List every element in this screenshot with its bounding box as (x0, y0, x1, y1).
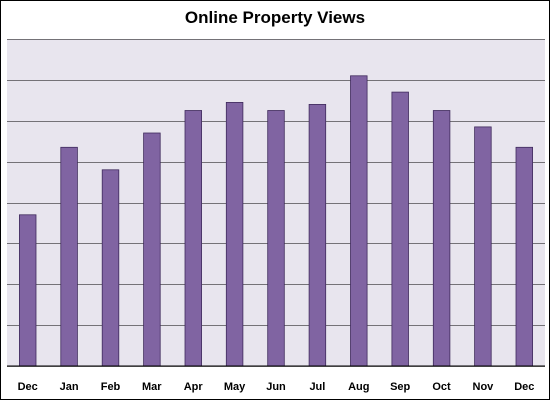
bar-mar-3 (143, 132, 161, 367)
x-tick-label: Dec (18, 381, 38, 393)
bar-dec-0 (18, 214, 37, 367)
bars (18, 75, 534, 367)
bar-feb-2 (101, 169, 120, 367)
x-tick-label: Oct (432, 381, 451, 393)
x-tick-label: Dec (514, 381, 534, 393)
x-tick-label: Aug (348, 381, 369, 393)
bar-jan-1 (60, 146, 78, 367)
bar-may-5 (225, 102, 244, 367)
bar-apr-4 (184, 110, 203, 367)
bar-nov-11 (474, 126, 492, 367)
x-tick-label: Apr (184, 381, 204, 393)
x-tick-label: Mar (142, 381, 162, 393)
bar-sep-9 (391, 91, 409, 367)
x-tick-label: Sep (390, 381, 410, 393)
x-tick-label: May (224, 381, 246, 393)
bar-jul-7 (308, 104, 327, 367)
x-tick-label: Jan (60, 381, 79, 393)
bar-dec-12 (515, 146, 534, 367)
x-tick-label: Jun (266, 381, 286, 393)
x-tick-label: Nov (473, 381, 495, 393)
x-tick-label: Feb (101, 381, 121, 393)
chart-title: Online Property Views (184, 8, 366, 27)
bar-jun-6 (267, 110, 285, 367)
bar-oct-10 (432, 110, 451, 367)
x-tick-label: Jul (309, 381, 325, 393)
x-tick-labels: Dec Jan Feb Mar Apr May Jun Jul Aug Sep Oct Nov Dec (18, 381, 535, 393)
bar-aug-8 (350, 75, 368, 367)
